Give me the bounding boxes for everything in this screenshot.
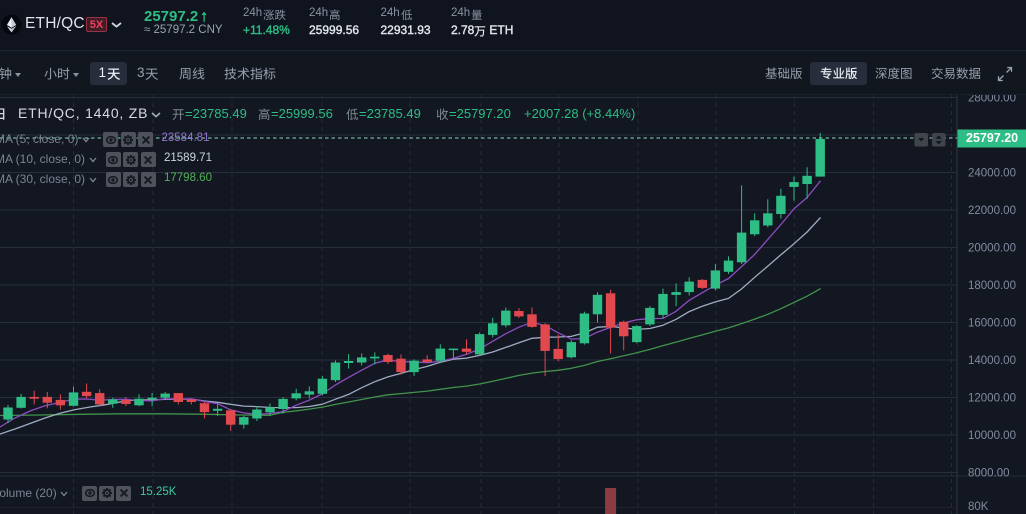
svg-text:22000.00: 22000.00 (968, 205, 1016, 217)
svg-text:10000.00: 10000.00 (968, 430, 1016, 442)
svg-text:24000.00: 24000.00 (968, 168, 1016, 180)
svg-text:16000.00: 16000.00 (968, 318, 1016, 330)
svg-text:8000.00: 8000.00 (968, 468, 1010, 480)
svg-text:20000.00: 20000.00 (968, 243, 1016, 255)
svg-text:80K: 80K (968, 501, 989, 513)
svg-text:18000.00: 18000.00 (968, 280, 1016, 292)
svg-text:25797.20: 25797.20 (966, 131, 1018, 145)
svg-text:28000.00: 28000.00 (968, 95, 1016, 105)
svg-text:12000.00: 12000.00 (968, 393, 1016, 405)
svg-text:14000.00: 14000.00 (968, 355, 1016, 367)
